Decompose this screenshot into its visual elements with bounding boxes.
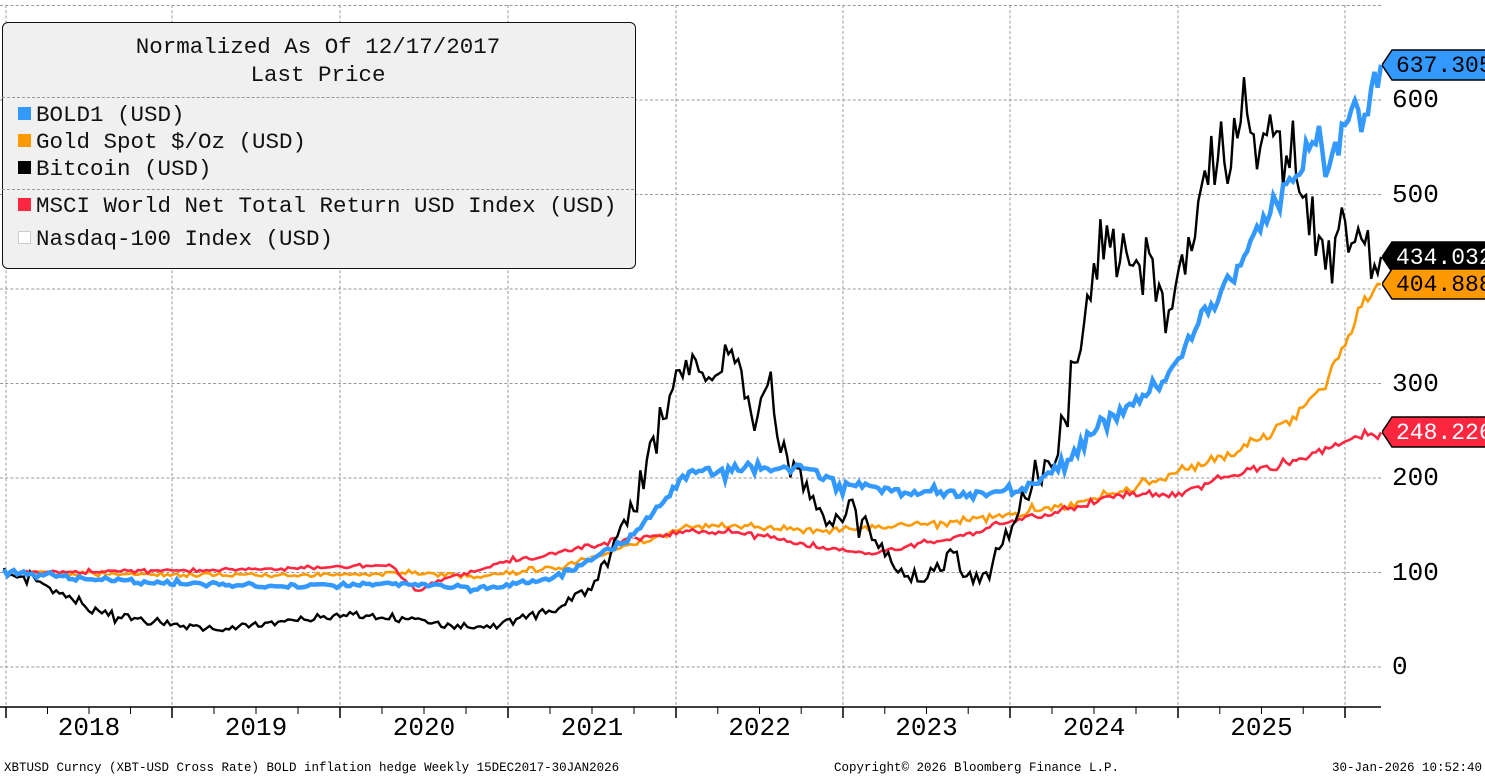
svg-text:248.2269: 248.2269 [1396,420,1485,446]
svg-text:637.3053: 637.3053 [1396,53,1485,79]
svg-text:404.888: 404.888 [1396,272,1485,298]
